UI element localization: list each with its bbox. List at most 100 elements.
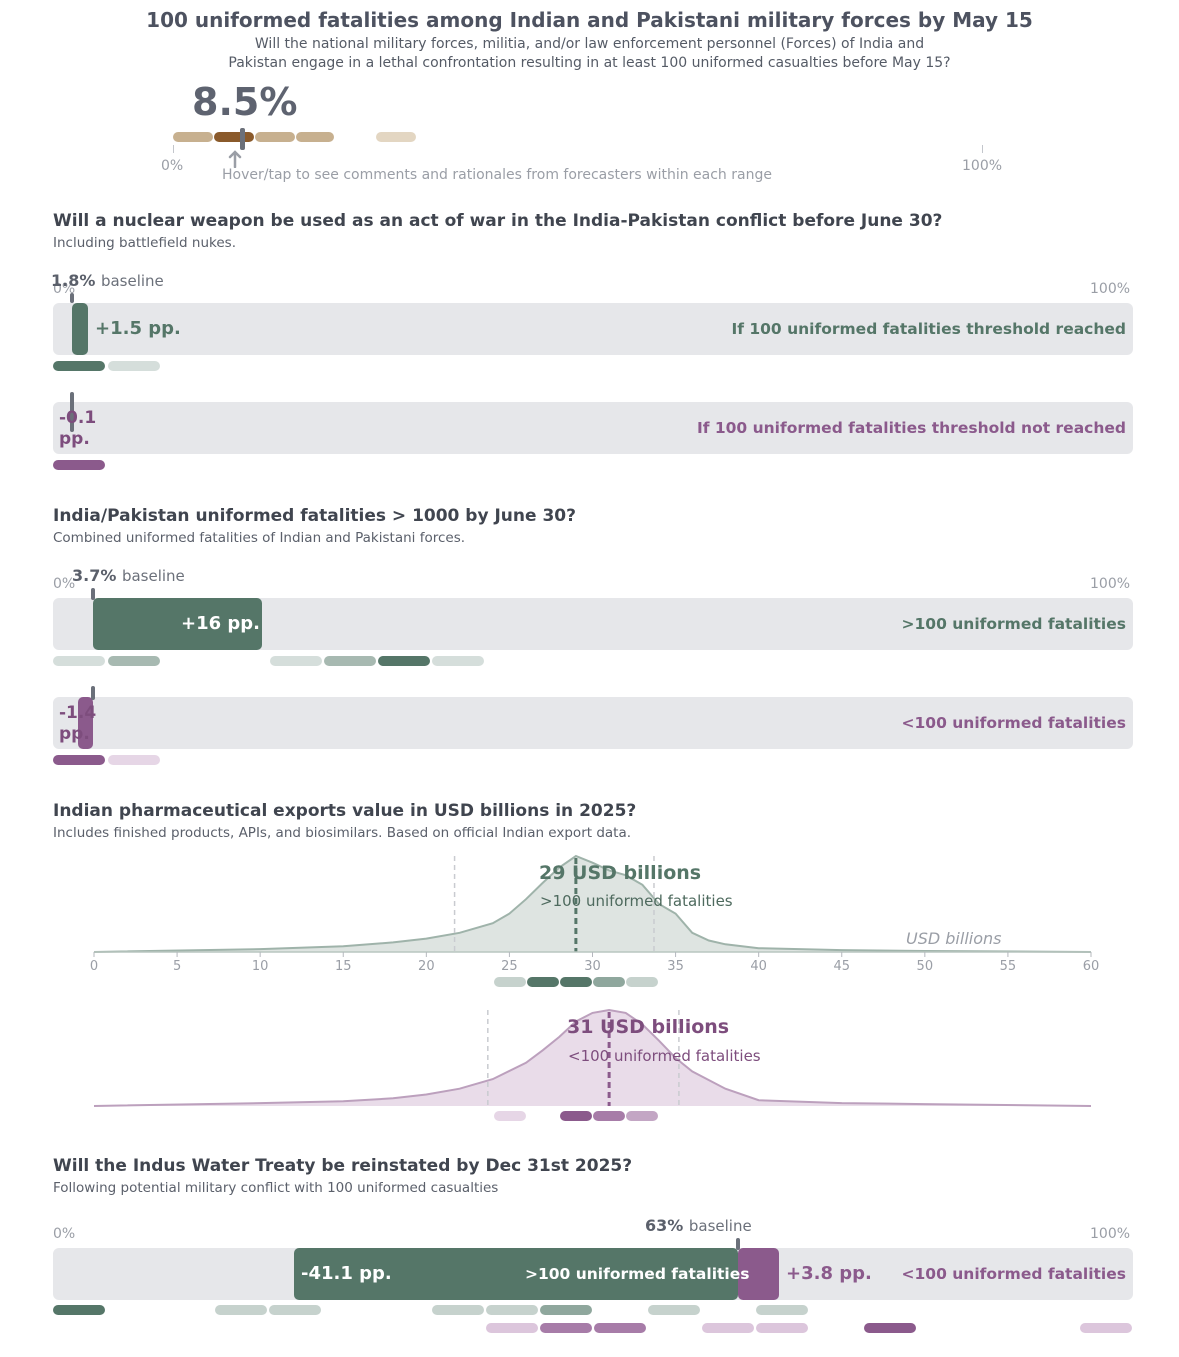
range-pill[interactable] [626, 977, 658, 987]
range-pill[interactable] [702, 1323, 754, 1333]
range-pill[interactable] [269, 1305, 321, 1315]
range-pill[interactable] [53, 460, 105, 470]
condition-bar-reached[interactable] [294, 1248, 738, 1300]
range-pill[interactable] [173, 132, 213, 142]
delta-label-not-reached: -0.1 pp. [59, 408, 97, 449]
axis-tick-left [173, 145, 174, 153]
condition-track-not-reached[interactable] [53, 402, 1133, 454]
range-pill[interactable] [594, 1323, 646, 1333]
baseline-value: 1.8% [51, 271, 96, 290]
section-subtitle-pharma: Includes finished products, APIs, and bi… [53, 825, 632, 841]
density-line-reached [93, 854, 1092, 953]
delta-label-not-reached: -1.4 pp. [59, 703, 97, 744]
baseline-marker [91, 686, 95, 700]
range-pill[interactable] [432, 656, 484, 666]
baseline-marker [70, 392, 74, 432]
baseline-marker [70, 293, 74, 303]
baseline-label: 3.7% baseline [72, 566, 185, 585]
condition-track-reached[interactable] [53, 303, 1133, 355]
arrow-up-icon [228, 150, 242, 168]
range-pill[interactable] [53, 656, 105, 666]
x-tick-label: 35 [667, 959, 684, 974]
condition-track-not-reached[interactable] [53, 697, 1133, 749]
axis-max-label: 100% [962, 158, 1003, 174]
condition-bar-reached[interactable] [93, 598, 262, 650]
x-tick-label: 10 [252, 959, 269, 974]
condition-label-not-reached: If 100 uniformed fatalities threshold no… [696, 419, 1126, 437]
condition-bar-reached[interactable] [72, 303, 88, 355]
section-subtitle-nuclear: Including battlefield nukes. [53, 235, 236, 251]
range-pill[interactable] [270, 656, 322, 666]
range-pill[interactable] [1080, 1323, 1132, 1333]
axis-min-label: 0% [161, 158, 184, 174]
range-pill[interactable] [108, 755, 160, 765]
page-title: 100 uniformed fatalities among Indian an… [146, 8, 1033, 32]
range-pill[interactable] [756, 1305, 808, 1315]
condition-label-reached: If 100 uniformed fatalities threshold re… [731, 320, 1126, 338]
section-title-pharma: Indian pharmaceutical exports value in U… [53, 801, 637, 821]
range-pill[interactable] [53, 755, 105, 765]
range-pill[interactable] [432, 1305, 484, 1315]
condition-label-not-reached: <100 uniformed fatalities [901, 1265, 1126, 1283]
range-pill[interactable] [560, 977, 592, 987]
range-pill[interactable] [593, 977, 625, 987]
baseline-word: baseline [100, 272, 164, 290]
range-pill[interactable] [756, 1323, 808, 1333]
x-tick-label: 40 [750, 959, 767, 974]
axis-min-label: 0% [53, 1226, 76, 1242]
range-pill[interactable] [108, 361, 160, 371]
range-pill[interactable] [540, 1305, 592, 1315]
range-pill[interactable] [864, 1323, 916, 1333]
hover-hint: Hover/tap to see comments and rationales… [222, 167, 772, 183]
condition-label-reached: >100 uniformed fatalities [901, 615, 1126, 633]
range-pill[interactable] [376, 132, 416, 142]
range-pill[interactable] [486, 1323, 538, 1333]
pharma-unit-label: USD billions [906, 929, 1002, 948]
probability-marker [240, 128, 245, 150]
range-pill[interactable] [215, 1305, 267, 1315]
baseline-value: 63% [645, 1216, 684, 1235]
condition-bar-not-reached[interactable] [78, 697, 93, 749]
range-pill[interactable] [378, 656, 430, 666]
section-subtitle-indus: Following potential military conflict wi… [53, 1180, 499, 1196]
axis-min-label: 0% [53, 281, 76, 297]
range-pill[interactable] [527, 977, 559, 987]
range-pill[interactable] [494, 977, 526, 987]
baseline-word: baseline [688, 1217, 752, 1235]
section-title-nuclear: Will a nuclear weapon be used as an act … [53, 211, 943, 231]
range-pill[interactable] [324, 656, 376, 666]
page-subtitle-line1: Will the national military forces, milit… [254, 36, 925, 52]
range-pill[interactable] [53, 1305, 105, 1315]
density-area-reached [94, 856, 1091, 952]
axis-max-label: 100% [1090, 1226, 1131, 1242]
range-pill[interactable] [540, 1323, 592, 1333]
range-pill[interactable] [486, 1305, 538, 1315]
x-tick-label: 20 [418, 959, 435, 974]
range-pill[interactable] [560, 1111, 592, 1121]
pharma-density-chart: 0 5 10 15 20 25 30 35 40 45 50 55 60 [90, 854, 1099, 1107]
range-pill[interactable] [593, 1111, 625, 1121]
range-pill[interactable] [648, 1305, 700, 1315]
x-tick-label: 30 [584, 959, 601, 974]
range-pill[interactable] [626, 1111, 658, 1121]
baseline-word: baseline [121, 567, 185, 585]
section-subtitle-fatalities: Combined uniformed fatalities of Indian … [53, 530, 466, 546]
section-title-indus: Will the Indus Water Treaty be reinstate… [53, 1156, 633, 1176]
page-subtitle-line2: Pakistan engage in a lethal confrontatio… [228, 55, 951, 71]
headline-probability: 8.5% [192, 80, 298, 124]
x-tick-label: 0 [90, 959, 98, 974]
range-pill[interactable] [108, 656, 160, 666]
baseline-label: 63% baseline [645, 1216, 752, 1235]
x-tick-label: 50 [917, 959, 934, 974]
condition-bar-not-reached[interactable] [738, 1248, 779, 1300]
baseline-marker [736, 1238, 740, 1250]
range-pill[interactable] [214, 132, 254, 142]
range-pill[interactable] [494, 1111, 526, 1121]
range-pill[interactable] [255, 132, 295, 142]
range-pill[interactable] [296, 132, 334, 142]
delta-label-not-reached: +3.8 pp. [786, 1263, 872, 1284]
condition-label-not-reached: <100 uniformed fatalities [901, 714, 1126, 732]
baseline-value: 3.7% [72, 566, 117, 585]
range-pill[interactable] [53, 361, 105, 371]
delta-label-reached: +16 pp. [181, 613, 261, 634]
